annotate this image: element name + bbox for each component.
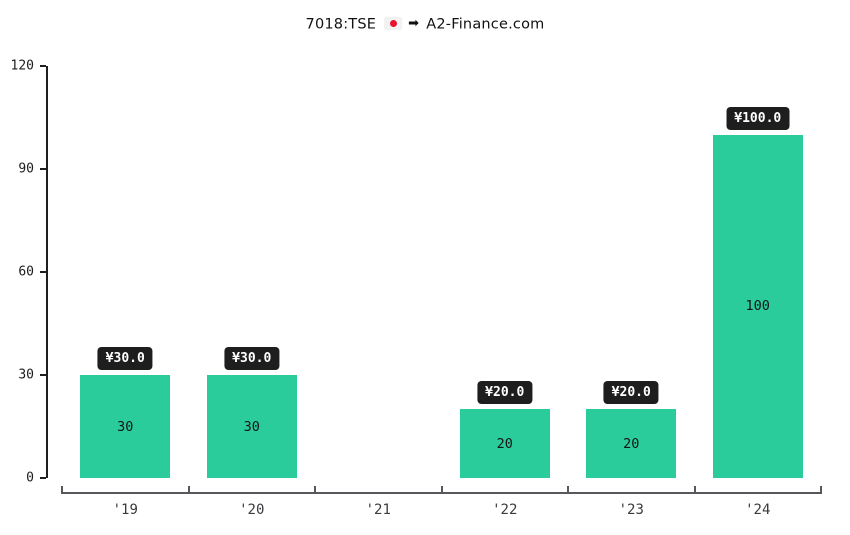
x-tick [314, 486, 316, 494]
y-tick [40, 271, 46, 273]
y-tick [40, 65, 46, 67]
bar: 30 [206, 375, 297, 478]
y-axis [46, 66, 48, 478]
bar-value-label: 30 [243, 418, 260, 435]
site-name: A2-Finance.com [426, 16, 545, 33]
y-tick [40, 168, 46, 170]
y-tick [40, 374, 46, 376]
x-tick [820, 486, 822, 494]
ticker-symbol: 7018:TSE [305, 16, 377, 33]
bar-value-label: 20 [623, 435, 640, 452]
x-tick [187, 486, 190, 494]
x-tick-label: '23 [618, 502, 644, 518]
y-tick-label: 60 [18, 264, 34, 280]
bar: 30 [80, 375, 171, 478]
bar-value-badge: ¥30.0 [224, 347, 280, 370]
x-tick [693, 486, 696, 494]
x-tick-label: '21 [365, 502, 391, 518]
arrow-right-icon: ➡ [408, 16, 420, 31]
y-tick [40, 477, 46, 479]
bar-value-badge: ¥20.0 [477, 381, 533, 405]
bar-value-label: 20 [496, 435, 513, 452]
bar: 100 [712, 134, 803, 478]
bar-value-label: 30 [117, 418, 134, 435]
bar-value-label: 100 [745, 298, 770, 315]
bar-value-badge: ¥30.0 [97, 347, 153, 370]
y-tick-label: 120 [10, 58, 34, 74]
x-tick-label: '19 [112, 502, 138, 518]
flag-dot [389, 20, 397, 27]
y-tick-label: 30 [18, 367, 34, 383]
x-tick [61, 486, 63, 494]
bar: 20 [586, 409, 677, 478]
bar-value-badge: ¥100.0 [726, 106, 790, 130]
x-tick-label: '22 [492, 502, 518, 518]
x-tick [567, 486, 569, 494]
x-tick-label: '24 [745, 502, 771, 518]
x-tick-label: '20 [239, 502, 265, 518]
japan-flag-icon [384, 17, 403, 30]
x-tick [440, 486, 443, 494]
y-tick-label: 0 [26, 470, 34, 486]
bar-value-badge: ¥20.0 [603, 381, 659, 405]
bar: 20 [459, 409, 550, 478]
chart-title: 7018:TSE ➡ A2-Finance.com [0, 16, 850, 33]
y-tick-label: 90 [18, 161, 34, 177]
